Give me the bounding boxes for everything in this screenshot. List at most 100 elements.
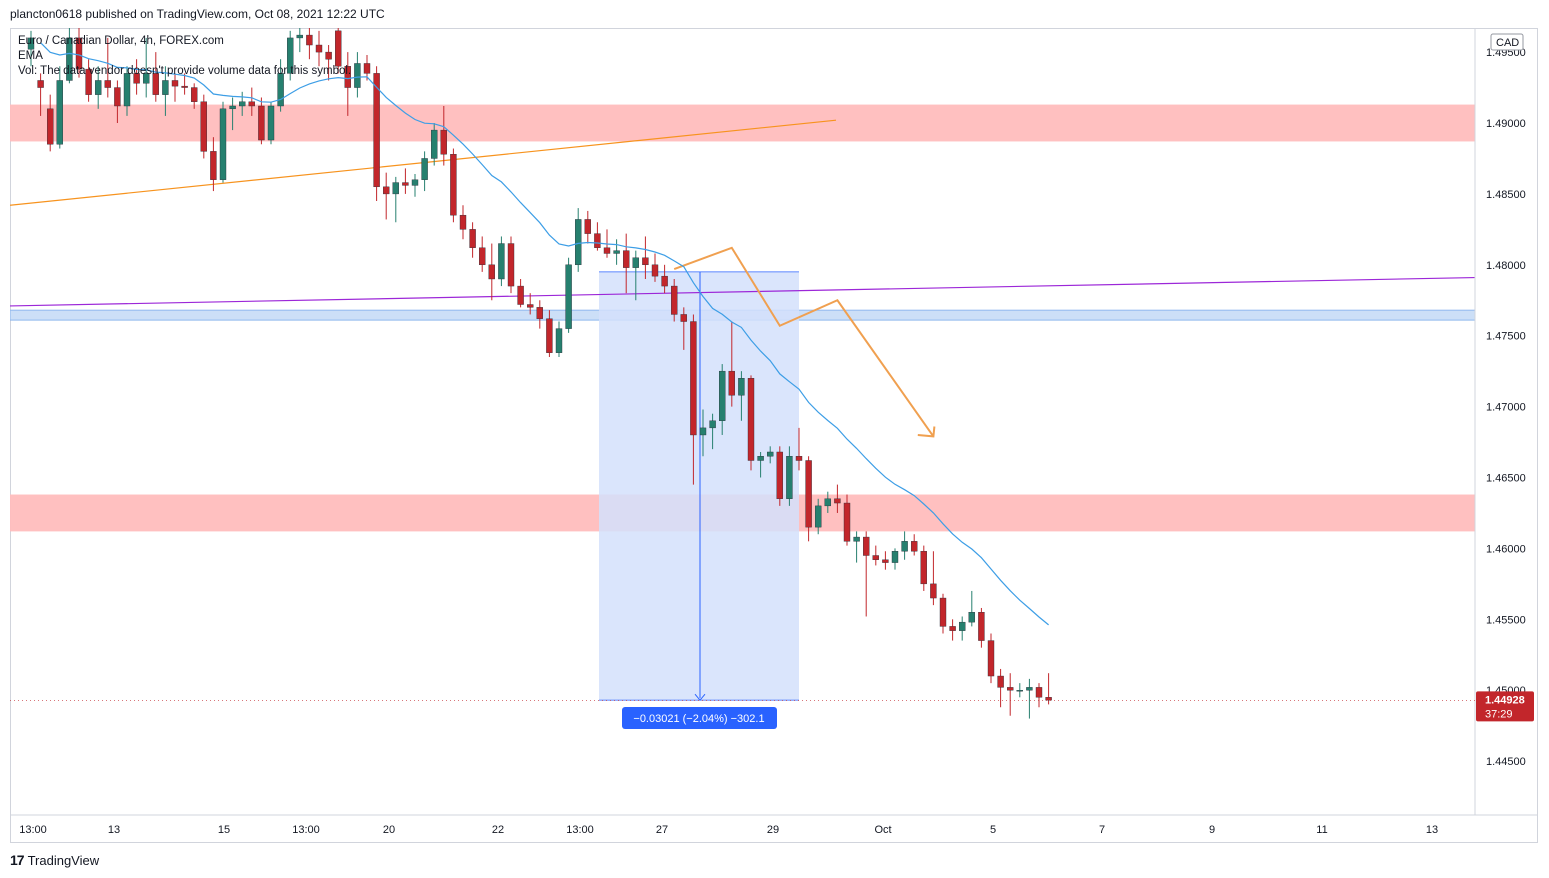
time-tick-label: 11 xyxy=(1316,824,1327,836)
candle xyxy=(277,59,284,112)
candle-body xyxy=(431,129,438,159)
price-tick-label: 1.48500 xyxy=(1486,189,1526,201)
candle-body xyxy=(47,108,54,145)
candle xyxy=(853,531,860,563)
candle-body xyxy=(1026,687,1033,691)
candle-body xyxy=(546,318,553,353)
candle-body xyxy=(507,243,515,287)
candle xyxy=(171,73,179,102)
candle xyxy=(85,59,92,102)
candle xyxy=(555,321,563,357)
candle xyxy=(402,168,409,194)
candle-body xyxy=(383,186,390,195)
tradingview-logo-icon: 17 xyxy=(10,852,25,868)
candle-body xyxy=(651,264,659,277)
candle xyxy=(200,94,208,159)
candle xyxy=(959,616,966,641)
candle xyxy=(805,456,812,542)
candle-body xyxy=(527,304,534,308)
candle-body xyxy=(968,612,975,623)
candle xyxy=(882,551,889,570)
measure-label: −0.03021 (−2.04%) −302.1 xyxy=(633,713,764,725)
candle xyxy=(728,321,735,407)
candle xyxy=(699,409,707,457)
candle-body xyxy=(171,80,179,87)
candle-body xyxy=(1016,690,1023,692)
candle xyxy=(287,30,294,81)
candle xyxy=(978,607,985,648)
candle-body xyxy=(1007,687,1014,691)
candle-body xyxy=(373,73,380,188)
candle xyxy=(536,300,543,329)
time-tick-label: 13:00 xyxy=(566,824,594,836)
candle xyxy=(517,278,524,308)
candle-body xyxy=(911,541,918,552)
time-tick-label: 13 xyxy=(1426,824,1438,836)
chart-frame[interactable] xyxy=(10,28,1538,843)
candle-body xyxy=(411,179,419,186)
candle xyxy=(575,208,582,272)
candles-layer xyxy=(27,28,1052,719)
candle-body xyxy=(671,285,678,315)
candle-body xyxy=(200,101,208,152)
candle xyxy=(968,590,975,627)
time-tick-label: 27 xyxy=(656,824,668,836)
price-tick-label: 1.49000 xyxy=(1486,118,1526,130)
candle xyxy=(431,123,438,166)
candle xyxy=(238,91,246,116)
candle-body xyxy=(335,30,342,67)
candle xyxy=(632,250,639,301)
candle-body xyxy=(354,63,361,88)
candle-body xyxy=(469,229,476,248)
candle-body xyxy=(623,250,630,268)
candle-body xyxy=(459,214,467,230)
candle-body xyxy=(584,219,591,234)
candle xyxy=(229,97,236,131)
price-tick-label: 1.47500 xyxy=(1486,331,1526,343)
candle-body xyxy=(440,129,447,155)
candle-body xyxy=(853,536,860,542)
candle xyxy=(56,66,63,149)
candle xyxy=(776,446,783,506)
candle-body xyxy=(517,285,524,305)
candle-body xyxy=(795,456,803,461)
candle-body xyxy=(594,233,601,248)
candle xyxy=(719,364,726,435)
price-tick-label: 1.46000 xyxy=(1486,543,1526,555)
chart-legend: Euro / Canadian Dollar, 4h, FOREX.com EM… xyxy=(18,34,351,79)
candle xyxy=(498,236,505,287)
candle xyxy=(565,257,572,333)
ema-legend: EMA xyxy=(18,50,43,62)
candle-body xyxy=(959,621,966,631)
price-tick-label: 1.45500 xyxy=(1486,614,1526,626)
candle xyxy=(651,253,659,282)
candle xyxy=(306,28,313,60)
time-tick-label: 7 xyxy=(1099,824,1105,836)
candle xyxy=(123,66,131,116)
candle-body xyxy=(229,105,236,110)
candle-body xyxy=(747,378,755,461)
candle-body xyxy=(738,378,745,396)
candle xyxy=(162,66,169,116)
projected-path-arrowhead xyxy=(917,426,936,438)
purple-trendline xyxy=(10,276,1475,307)
candle-body xyxy=(1045,697,1052,701)
candle-body xyxy=(680,314,687,322)
candle-body xyxy=(94,80,102,95)
price-tick-label: 1.47000 xyxy=(1486,402,1526,414)
resistance-zone xyxy=(10,104,1475,142)
candle-body xyxy=(450,154,457,216)
candle-body xyxy=(162,80,169,95)
candle-body xyxy=(402,182,409,186)
candle-body xyxy=(997,675,1004,688)
candle-body xyxy=(642,257,649,266)
candle-body xyxy=(114,87,121,107)
candle xyxy=(421,151,428,192)
candle xyxy=(440,105,447,166)
candle-body xyxy=(575,219,582,266)
candle xyxy=(757,451,764,478)
time-tick-label: 13:00 xyxy=(292,824,320,836)
footer-brand[interactable]: 17 TradingView xyxy=(10,852,99,868)
candle-body xyxy=(661,275,668,287)
